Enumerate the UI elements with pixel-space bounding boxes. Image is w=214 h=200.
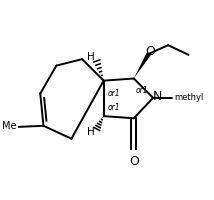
Text: O: O <box>145 45 155 58</box>
Text: or1: or1 <box>136 86 149 95</box>
Text: N: N <box>152 90 162 103</box>
Text: O: O <box>129 155 139 168</box>
Polygon shape <box>134 53 151 79</box>
Text: methyl: methyl <box>175 93 204 102</box>
Text: H: H <box>87 127 95 137</box>
Text: Me: Me <box>2 121 17 131</box>
Text: or1: or1 <box>108 89 120 98</box>
Text: H: H <box>87 52 95 62</box>
Text: or1: or1 <box>108 103 120 112</box>
